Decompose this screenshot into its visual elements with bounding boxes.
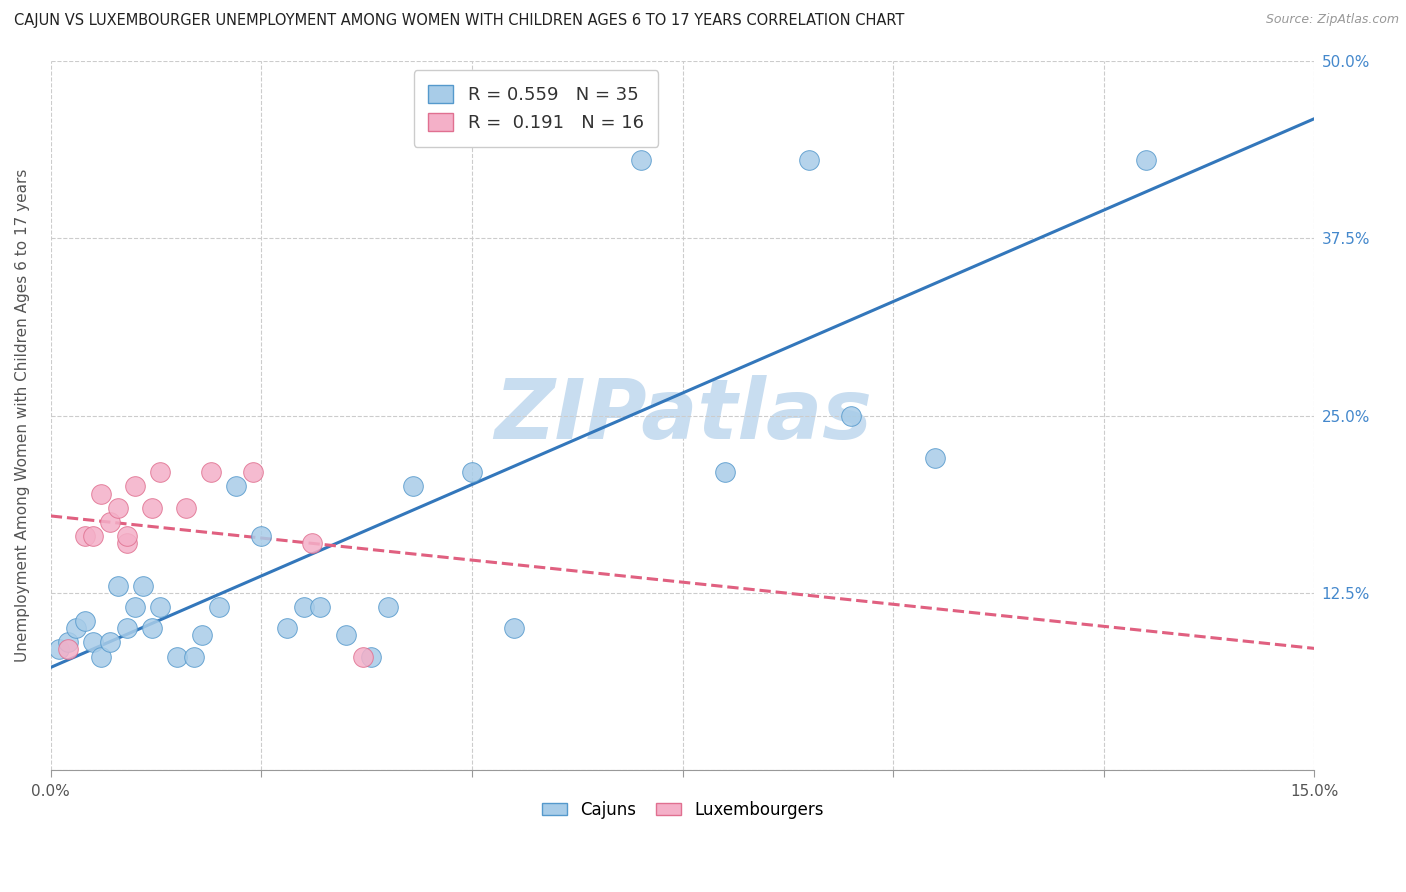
Legend: Cajuns, Luxembourgers: Cajuns, Luxembourgers (534, 794, 831, 825)
Point (166, 649, 188, 664)
Point (377, 599, 399, 614)
Point (191, 628, 214, 642)
Point (107, 579, 129, 593)
Point (141, 621, 163, 635)
Text: ZIPatlas: ZIPatlas (494, 375, 872, 456)
Point (90, 649, 112, 664)
Text: CAJUN VS LUXEMBOURGER UNEMPLOYMENT AMONG WOMEN WITH CHILDREN AGES 6 TO 17 YEARS : CAJUN VS LUXEMBOURGER UNEMPLOYMENT AMONG… (14, 13, 904, 29)
Point (115, 621, 138, 635)
Point (630, 153, 652, 168)
Point (183, 649, 205, 664)
Point (924, 451, 946, 466)
Y-axis label: Unemployment Among Women with Children Ages 6 to 17 years: Unemployment Among Women with Children A… (15, 169, 30, 662)
Point (141, 500, 163, 515)
Point (82, 529, 104, 543)
Point (352, 649, 374, 664)
Point (588, 125, 610, 139)
Point (292, 599, 315, 614)
Point (124, 479, 146, 493)
Point (98, 515, 121, 529)
Point (360, 649, 382, 664)
Point (461, 465, 484, 479)
Point (56, 642, 79, 657)
Point (335, 628, 357, 642)
Point (65, 621, 87, 635)
Point (98, 635, 121, 649)
Point (839, 409, 862, 423)
Point (301, 536, 323, 550)
Point (149, 599, 172, 614)
Point (115, 529, 138, 543)
Point (174, 500, 197, 515)
Text: Source: ZipAtlas.com: Source: ZipAtlas.com (1265, 13, 1399, 27)
Point (250, 529, 273, 543)
Point (56, 635, 79, 649)
Point (276, 621, 298, 635)
Point (1135, 153, 1157, 168)
Point (797, 153, 820, 168)
Point (115, 536, 138, 550)
Point (90, 486, 112, 500)
Point (124, 599, 146, 614)
Point (713, 465, 735, 479)
Point (242, 465, 264, 479)
Point (309, 599, 332, 614)
Point (208, 599, 231, 614)
Point (48, 642, 70, 657)
Point (132, 579, 155, 593)
Point (73, 614, 96, 628)
Point (503, 621, 526, 635)
Point (225, 479, 247, 493)
Point (402, 479, 425, 493)
Point (73, 529, 96, 543)
Point (149, 465, 172, 479)
Point (200, 465, 222, 479)
Point (82, 635, 104, 649)
Point (107, 500, 129, 515)
